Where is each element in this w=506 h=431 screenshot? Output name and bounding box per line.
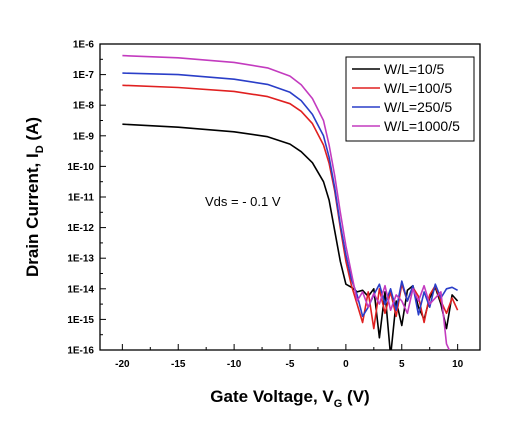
- y-axis-title-main: Drain Current, I: [23, 153, 42, 277]
- x-tick-label: -15: [171, 359, 186, 370]
- legend: W/L=10/5 W/L=100/5 W/L=250/5 W/L=1000/5: [345, 56, 475, 142]
- x-tick-label: 0: [343, 359, 349, 370]
- y-tick-label: 1E-13: [67, 254, 94, 265]
- y-tick-label: 1E-15: [67, 315, 94, 326]
- y-tick-label: 1E-12: [67, 223, 94, 234]
- x-tick-labels: -20 -15 -10 -5 0 5 10: [115, 359, 464, 370]
- x-tick-label: -5: [286, 359, 295, 370]
- y-axis-title-unit: (A): [23, 117, 42, 145]
- y-tick-label: 1E-16: [67, 346, 94, 357]
- x-axis-title: Gate Voltage, VG (V): [210, 387, 369, 410]
- y-tick-label: 1E-7: [73, 70, 95, 81]
- y-tick-label: 1E-14: [67, 284, 94, 295]
- series-line-4: [122, 54, 451, 350]
- y-axis-title: Drain Current, ID (A): [23, 117, 46, 277]
- x-axis-title-main: Gate Voltage, V: [210, 387, 334, 406]
- x-tick-label: -20: [115, 359, 130, 370]
- legend-label-1: W/L=10/5: [384, 61, 445, 77]
- legend-label-3: W/L=250/5: [384, 99, 452, 115]
- legend-label-4: W/L=1000/5: [384, 118, 460, 134]
- series-layer: [122, 54, 459, 350]
- x-tick-label: 5: [399, 359, 405, 370]
- y-tick-label: 1E-8: [73, 101, 95, 112]
- y-tick-label: 1E-9: [73, 131, 95, 142]
- x-tick-label: 10: [452, 359, 464, 370]
- x-axis-title-sub: G: [334, 398, 343, 410]
- series-line-1: [122, 123, 459, 350]
- x-axis-title-unit: (V): [342, 387, 369, 406]
- x-tick-label: -10: [227, 359, 242, 370]
- axis-ticks: [100, 43, 459, 351]
- annotation: Vds = - 0.1 V: [205, 194, 281, 209]
- legend-label-2: W/L=100/5: [384, 80, 452, 96]
- y-tick-label: 1E-6: [73, 40, 95, 51]
- y-tick-label: 1E-11: [68, 193, 95, 204]
- y-tick-labels: 1E-6 1E-7 1E-8 1E-9 1E-10 1E-11 1E-12 1E-13 1E-1…: [67, 40, 94, 357]
- y-tick-label: 1E-10: [67, 162, 94, 173]
- legend-box: [345, 56, 475, 142]
- y-axis-title-sub: D: [34, 145, 46, 153]
